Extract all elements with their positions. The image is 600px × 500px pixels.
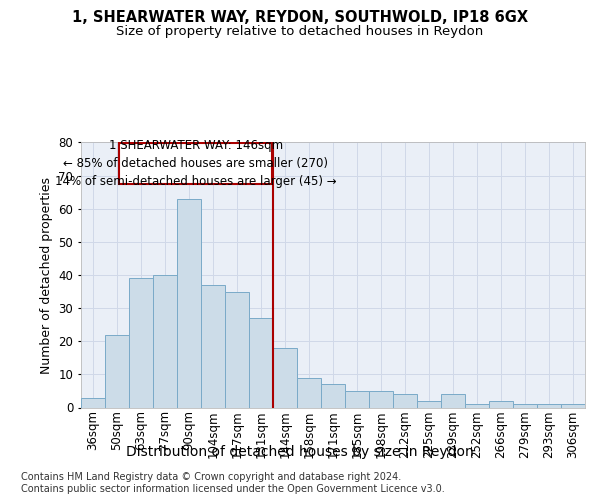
Bar <box>489 401 513 407</box>
Bar <box>417 401 441 407</box>
FancyBboxPatch shape <box>119 143 272 184</box>
Bar <box>201 285 225 408</box>
Bar <box>153 275 177 407</box>
Bar <box>561 404 585 407</box>
Bar <box>321 384 345 407</box>
Text: 1 SHEARWATER WAY: 146sqm
← 85% of detached houses are smaller (270)
14% of semi-: 1 SHEARWATER WAY: 146sqm ← 85% of detach… <box>55 139 337 188</box>
Bar <box>465 404 489 407</box>
Text: Size of property relative to detached houses in Reydon: Size of property relative to detached ho… <box>116 25 484 38</box>
Text: Contains public sector information licensed under the Open Government Licence v3: Contains public sector information licen… <box>21 484 445 494</box>
Bar <box>393 394 417 407</box>
Bar <box>513 404 537 407</box>
Bar <box>345 391 369 407</box>
Bar <box>249 318 273 408</box>
Bar <box>177 199 201 408</box>
Bar <box>105 334 129 407</box>
Bar <box>81 398 105 407</box>
Bar <box>225 292 249 408</box>
Bar <box>441 394 465 407</box>
Text: Contains HM Land Registry data © Crown copyright and database right 2024.: Contains HM Land Registry data © Crown c… <box>21 472 401 482</box>
Bar <box>129 278 153 407</box>
Bar <box>273 348 297 408</box>
Bar <box>537 404 561 407</box>
Text: Distribution of detached houses by size in Reydon: Distribution of detached houses by size … <box>126 445 474 459</box>
Text: 1, SHEARWATER WAY, REYDON, SOUTHWOLD, IP18 6GX: 1, SHEARWATER WAY, REYDON, SOUTHWOLD, IP… <box>72 10 528 25</box>
Bar <box>297 378 321 408</box>
Bar <box>369 391 393 407</box>
Y-axis label: Number of detached properties: Number of detached properties <box>40 176 53 374</box>
